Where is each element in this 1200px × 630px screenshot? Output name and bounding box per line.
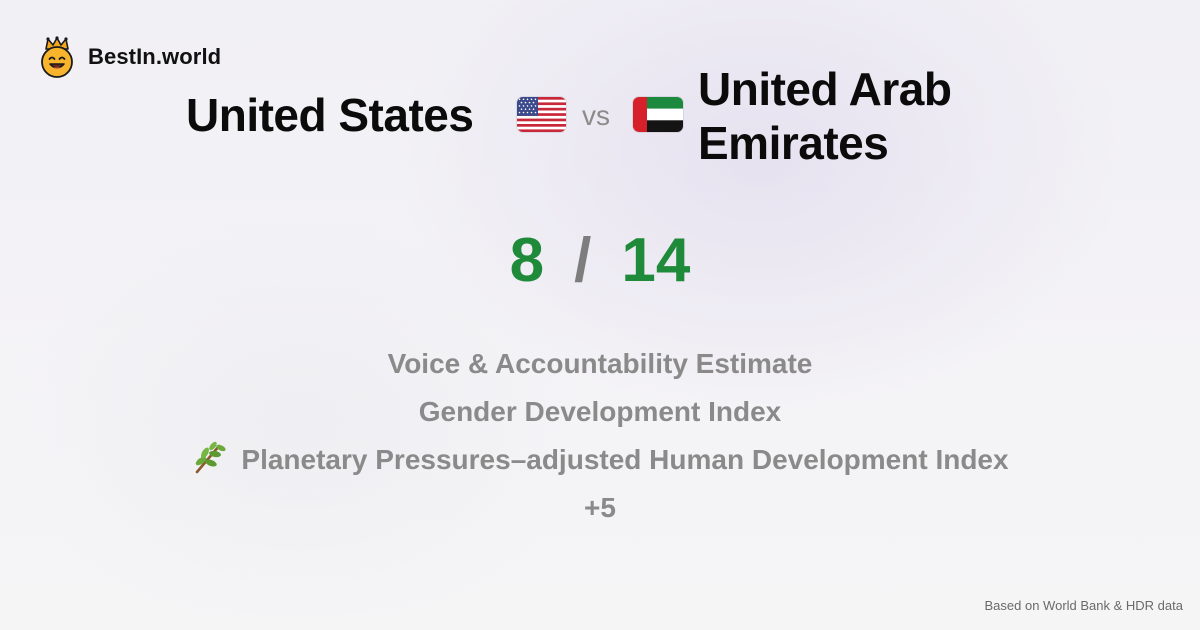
comparison-title: United States vs United Arab Emirates <box>0 60 1200 172</box>
metric-label: Planetary Pressures–adjusted Human Devel… <box>241 444 1009 475</box>
score-separator: / <box>574 226 592 295</box>
score: 8 / 14 <box>0 225 1200 296</box>
us-flag-icon <box>517 97 566 132</box>
metric-item[interactable]: Gender Development Index <box>0 391 1200 439</box>
brand-name: BestIn.world <box>88 44 222 69</box>
metric-label: Gender Development Index <box>418 396 782 427</box>
score-b: 14 <box>621 226 691 295</box>
uae-flag-icon <box>633 97 683 132</box>
country-a-name[interactable]: United States <box>186 89 474 141</box>
leaf-branch-icon <box>196 441 227 474</box>
metrics-list: Voice & Accountability Estimate Gender D… <box>0 343 1200 535</box>
brand[interactable]: BestIn.world <box>38 36 221 78</box>
score-a: 8 <box>509 226 545 295</box>
metric-item[interactable]: Planetary Pressures–adjusted Human Devel… <box>0 439 1200 487</box>
more-metrics-count[interactable]: +5 <box>0 487 1200 535</box>
data-source-note: Based on World Bank & HDR data <box>984 598 1183 613</box>
metric-label: +5 <box>584 492 616 523</box>
crown-smiley-icon <box>41 36 73 78</box>
metric-item[interactable]: Voice & Accountability Estimate <box>0 343 1200 391</box>
vs-label: vs <box>582 100 610 131</box>
country-b-name[interactable]: United Arab Emirates <box>698 63 952 169</box>
metric-label: Voice & Accountability Estimate <box>387 348 813 379</box>
